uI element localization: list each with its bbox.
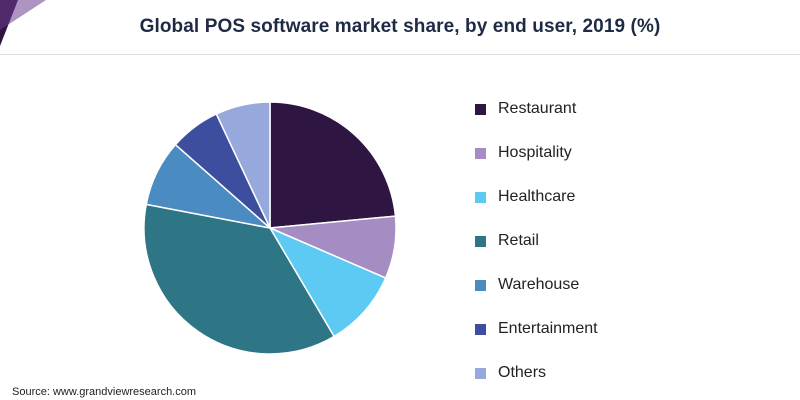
- pie-slice-retail: [143, 203, 336, 355]
- pie-slice-others: [215, 101, 271, 229]
- legend-item-entertainment: Entertainment: [475, 307, 598, 351]
- legend-label: Entertainment: [498, 320, 598, 337]
- legend-label: Retail: [498, 232, 539, 249]
- legend-label: Warehouse: [498, 276, 580, 293]
- legend-label: Restaurant: [498, 100, 577, 117]
- legend-swatch: [475, 323, 486, 335]
- title-divider: [0, 54, 800, 55]
- legend-swatch: [475, 191, 486, 203]
- pie-slice-healthcare: [268, 226, 387, 338]
- source-note: Source: www.grandviewresearch.com: [12, 386, 197, 398]
- legend-label: Others: [498, 364, 547, 381]
- pie-slice-restaurant: [269, 101, 397, 229]
- brand-corner-mark: [0, 0, 46, 46]
- legend-item-restaurant: Restaurant: [475, 87, 598, 131]
- legend-swatch: [475, 235, 486, 247]
- legend-item-healthcare: Healthcare: [475, 175, 598, 219]
- legend-item-hospitality: Hospitality: [475, 131, 598, 175]
- legend-label: Healthcare: [498, 188, 576, 205]
- chart-legend: Restaurant Hospitality Healthcare Retail War…: [475, 87, 598, 395]
- legend-swatch: [475, 147, 486, 159]
- legend-swatch: [475, 367, 486, 379]
- legend-label: Hospitality: [498, 144, 572, 161]
- legend-item-warehouse: Warehouse: [475, 263, 598, 307]
- chart-title: Global POS software market share, by end…: [139, 16, 661, 37]
- legend-swatch: [475, 279, 486, 291]
- legend-item-others: Others: [475, 351, 598, 395]
- legend-item-retail: Retail: [475, 219, 598, 263]
- legend-swatch: [475, 103, 486, 115]
